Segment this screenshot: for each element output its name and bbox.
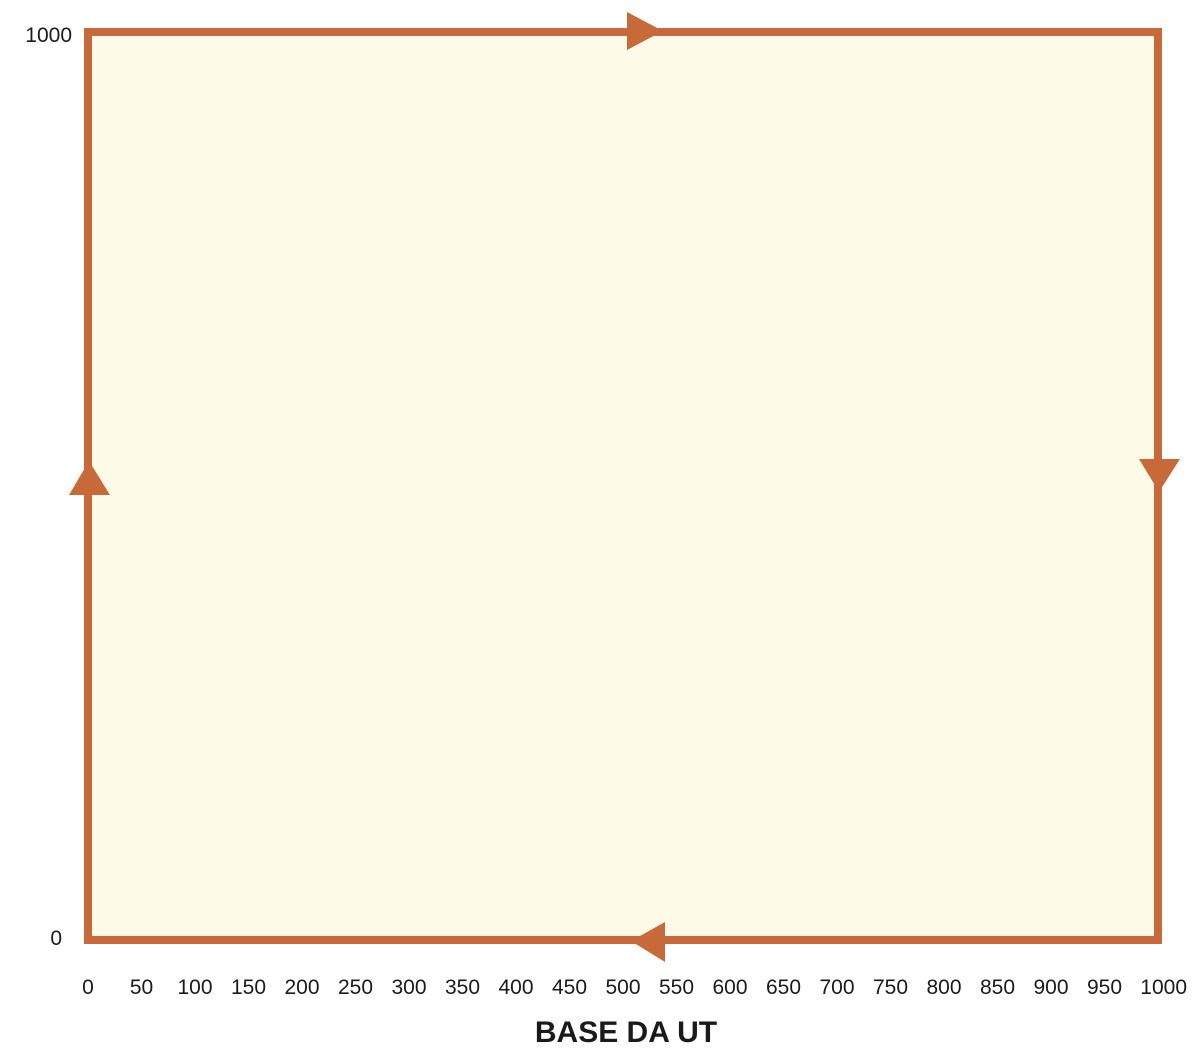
x-tick-label: 900 xyxy=(1033,976,1068,999)
x-tick-label: 450 xyxy=(552,976,587,999)
x-tick-label: 150 xyxy=(231,976,266,999)
x-tick-label: 700 xyxy=(819,976,854,999)
x-tick-label: 100 xyxy=(177,976,212,999)
y-tick-bottom: 0 xyxy=(50,927,62,950)
arrow-left-up-icon xyxy=(69,461,110,495)
area-fill xyxy=(88,32,1158,940)
x-tick-label: 500 xyxy=(605,976,640,999)
y-axis-ticks: 1000 0 xyxy=(25,24,72,950)
x-tick-label: 550 xyxy=(659,976,694,999)
arrow-top-right-icon xyxy=(627,12,663,50)
x-tick-label: 250 xyxy=(338,976,373,999)
x-tick-label: 50 xyxy=(130,976,153,999)
x-tick-label: 350 xyxy=(445,976,480,999)
x-tick-label: 650 xyxy=(766,976,801,999)
x-axis-ticks: 0 50 100 150 200 250 300 350 400 450 500 550 600 650 7… xyxy=(82,976,1187,999)
direction-arrows xyxy=(69,12,1180,962)
x-axis-title: BASE DA UT xyxy=(535,1016,717,1049)
x-tick-label: 750 xyxy=(873,976,908,999)
x-tick-label: 1000 xyxy=(1140,976,1187,999)
arrow-bottom-left-icon xyxy=(631,922,665,962)
x-tick-label: 0 xyxy=(82,976,94,999)
x-tick-label: 850 xyxy=(980,976,1015,999)
x-tick-label: 800 xyxy=(926,976,961,999)
x-tick-label: 950 xyxy=(1087,976,1122,999)
x-tick-label: 600 xyxy=(712,976,747,999)
x-tick-label: 400 xyxy=(498,976,533,999)
x-tick-label: 300 xyxy=(391,976,426,999)
arrow-right-down-icon xyxy=(1139,459,1180,492)
x-tick-label: 200 xyxy=(284,976,319,999)
y-tick-top: 1000 xyxy=(25,24,72,47)
